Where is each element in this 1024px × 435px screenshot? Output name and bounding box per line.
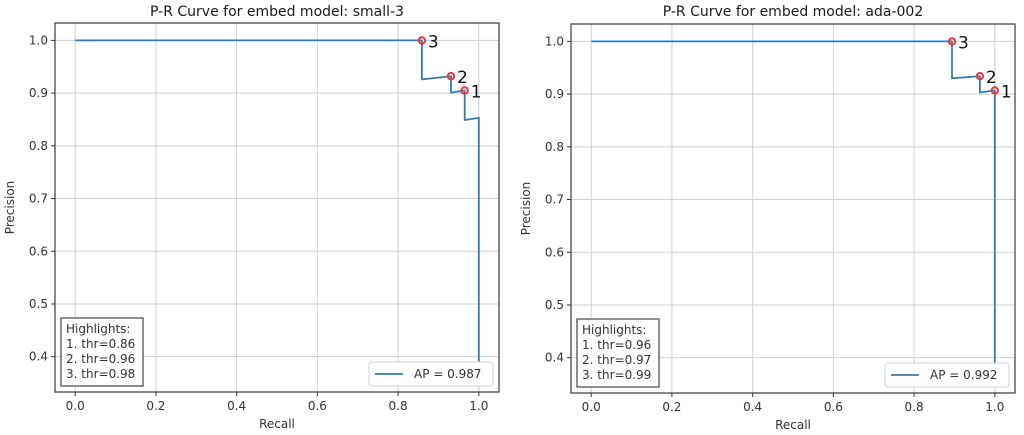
y-tick-label: 0.5 (545, 298, 564, 312)
highlight-point (460, 86, 469, 95)
highlight-point-label: 3 (428, 32, 439, 52)
chart-title: P-R Curve for embed model: small-3 (150, 4, 404, 20)
y-tick-label: 0.9 (29, 86, 48, 100)
legend: AP = 0.992 (884, 362, 1010, 388)
y-tick-label: 0.8 (545, 140, 564, 154)
highlights-heading: Highlights: (582, 323, 646, 337)
axes-frame (54, 22, 500, 393)
highlight-threshold: 2. thr=0.96 (66, 352, 135, 366)
highlight-threshold: 1. thr=0.96 (582, 338, 651, 352)
x-tick-label: 1.0 (985, 400, 1004, 414)
x-tick-label: 1.0 (469, 399, 488, 413)
highlights-box-frame (60, 317, 144, 387)
legend-label: AP = 0.992 (930, 368, 997, 382)
pr-curve-line (75, 39, 480, 362)
highlights-box-frame (576, 318, 660, 388)
highlight-point (947, 37, 957, 46)
x-tick-label: 0.0 (582, 400, 601, 414)
highlights-box: Highlights:1. thr=0.962. thr=0.973. thr=… (576, 318, 660, 388)
highlights-heading: Highlights: (66, 322, 130, 336)
legend-label: AP = 0.987 (414, 367, 481, 381)
y-tick-label: 0.8 (29, 139, 48, 153)
highlight-point (446, 72, 456, 81)
y-tick-label: 0.4 (29, 350, 48, 364)
legend-frame (884, 362, 1010, 388)
y-tick-label: 0.4 (545, 351, 564, 365)
x-tick-label: 0.2 (662, 400, 681, 414)
y-tick-label: 0.5 (29, 297, 48, 311)
highlights-box: Highlights:1. thr=0.862. thr=0.963. thr=… (60, 317, 144, 387)
legend: AP = 0.987 (368, 361, 494, 387)
x-tick-label: 0.6 (308, 399, 327, 413)
x-tick-label: 0.2 (146, 399, 165, 413)
highlight-threshold: 3. thr=0.98 (66, 367, 135, 381)
pr-curve-line (591, 40, 996, 363)
highlight-point (990, 86, 1000, 95)
x-tick-label: 0.4 (227, 399, 246, 413)
highlight-threshold: 2. thr=0.97 (582, 353, 651, 367)
highlight-point-label: 1 (1001, 82, 1012, 102)
highlight-point-label: 3 (958, 33, 969, 53)
x-tick-label: 0.0 (66, 399, 85, 413)
x-axis-label: Recall (259, 417, 295, 431)
chart-panel-1: P-R Curve for embed model: small-3 0.0 0.2… (3, 4, 500, 431)
highlight-point-label: 2 (986, 68, 997, 88)
axes-frame (570, 23, 1016, 394)
y-axis-label: Precision (519, 182, 533, 236)
highlight-threshold: 1. thr=0.86 (66, 337, 135, 351)
legend-frame (368, 361, 494, 387)
x-tick-label: 0.8 (905, 400, 924, 414)
x-tick-label: 0.4 (743, 400, 762, 414)
y-tick-label: 0.9 (545, 87, 564, 101)
highlight-point-label: 2 (457, 68, 468, 88)
y-tick-label: 1.0 (29, 33, 48, 47)
x-tick-label: 0.8 (389, 399, 408, 413)
chart-panel-2: P-R Curve for embed model: ada-002 0.0 0.2… (519, 4, 1016, 432)
x-tick-label: 0.6 (824, 400, 843, 414)
highlight-threshold: 3. thr=0.99 (582, 368, 651, 382)
y-tick-label: 0.6 (545, 245, 564, 259)
x-axis-label: Recall (775, 418, 811, 432)
highlight-point (417, 36, 427, 45)
y-tick-label: 0.6 (29, 244, 48, 258)
highlight-point (975, 71, 985, 81)
chart-title: P-R Curve for embed model: ada-002 (663, 4, 923, 20)
y-tick-label: 0.7 (29, 192, 48, 206)
y-tick-label: 1.0 (545, 34, 564, 48)
highlight-point-label: 1 (471, 82, 482, 102)
y-axis-label: Precision (3, 181, 17, 235)
y-tick-label: 0.7 (545, 193, 564, 207)
